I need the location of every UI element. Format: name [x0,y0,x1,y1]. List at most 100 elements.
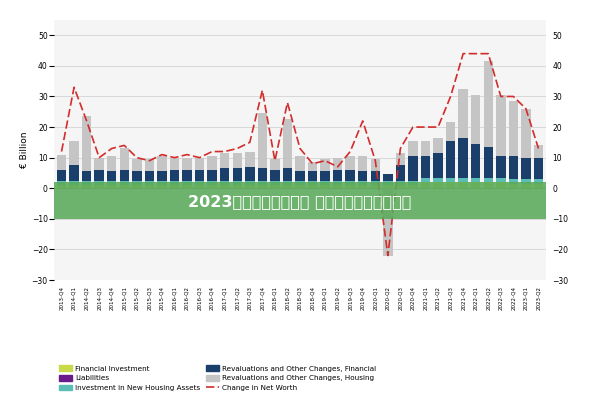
Bar [283,120,292,168]
Bar [458,89,468,138]
Bar [371,185,380,188]
Bar [245,167,254,180]
Bar [471,144,481,178]
Bar [245,180,254,185]
Bar [320,185,330,188]
Bar [509,184,518,188]
Bar [233,185,242,188]
Bar [283,168,292,180]
Bar [371,180,380,185]
Bar [94,185,104,188]
Bar [458,138,468,178]
Bar [257,180,267,185]
Bar [195,158,204,170]
Bar [496,182,506,188]
Bar [119,148,129,170]
Bar [346,180,355,185]
Bar [521,158,530,179]
Bar [283,185,292,188]
Bar [396,165,405,180]
Bar [157,172,167,180]
Bar [433,138,443,153]
Bar [383,188,392,256]
Bar [107,156,116,172]
Bar [94,158,104,170]
Bar [433,153,443,178]
Bar [270,159,280,170]
Bar [371,159,380,172]
Bar [82,185,91,188]
Bar [233,168,242,180]
Bar [245,185,254,188]
Bar [308,172,317,180]
Bar [145,172,154,180]
Bar [283,180,292,185]
Bar [57,170,66,180]
Bar [421,182,430,188]
Bar [371,172,380,180]
Bar [534,146,543,158]
Bar [170,158,179,170]
Bar [509,156,518,179]
Bar [233,153,242,168]
Bar [94,180,104,185]
Bar [383,180,392,185]
Bar [308,185,317,188]
Bar [346,156,355,170]
Bar [471,182,481,188]
Bar [308,162,317,172]
Bar [358,180,367,185]
Bar [107,172,116,180]
Bar [70,180,79,185]
Bar [446,141,455,178]
Bar [182,180,192,185]
Bar [170,170,179,180]
Bar [145,159,154,172]
Bar [70,165,79,180]
Bar [496,95,506,156]
Bar [320,180,330,185]
Bar [534,158,543,179]
Bar [107,185,116,188]
Bar [484,147,493,178]
Bar [320,172,330,180]
Bar [433,178,443,182]
Bar [220,168,229,180]
Bar [270,180,280,185]
Bar [471,178,481,182]
Bar [208,156,217,170]
Bar [182,170,192,180]
Bar [308,180,317,185]
Bar [295,172,305,180]
Bar [257,185,267,188]
Bar [82,172,91,180]
Bar [396,185,405,188]
Bar [245,152,254,167]
Bar [346,170,355,180]
Bar [233,180,242,185]
Bar [421,156,430,178]
Bar [358,156,367,172]
Bar [107,180,116,185]
Bar [295,185,305,188]
Bar [195,180,204,185]
Bar [208,180,217,185]
Bar [220,185,229,188]
Bar [270,170,280,180]
Bar [57,185,66,188]
Bar [333,158,343,170]
Bar [70,141,79,165]
Bar [170,185,179,188]
Bar [408,185,418,188]
Bar [70,185,79,188]
Bar [534,184,543,188]
Bar [170,180,179,185]
Bar [446,178,455,182]
Bar [446,182,455,188]
Bar [132,185,142,188]
Bar [119,180,129,185]
Text: 2023十大股票配资平台 澳门火锅加盟详情攻略: 2023十大股票配资平台 澳门火锅加盟详情攻略 [188,194,412,210]
Bar [396,153,405,165]
Bar [484,182,493,188]
Bar [521,179,530,184]
